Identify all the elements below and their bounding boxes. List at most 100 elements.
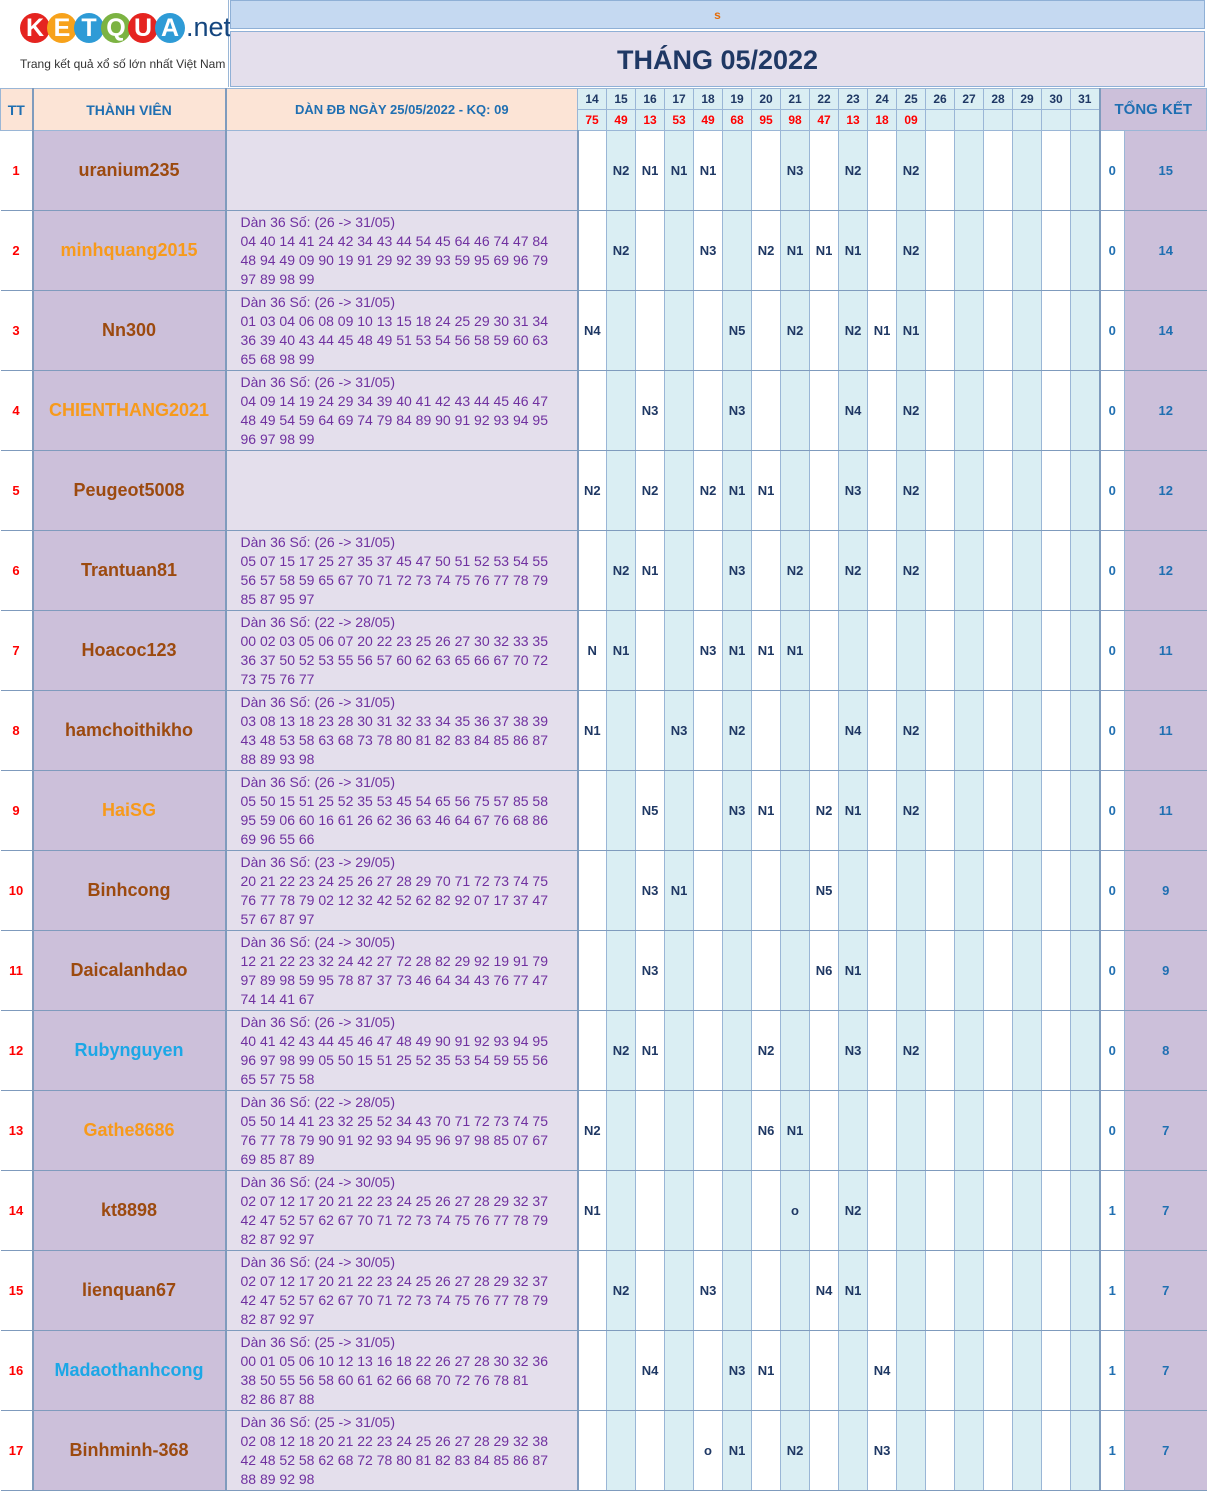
row-total: 8 xyxy=(1124,1010,1207,1091)
day-mark: N1 xyxy=(896,290,926,371)
day-mark: N1 xyxy=(664,850,694,931)
day-mark xyxy=(983,610,1013,691)
day-mark xyxy=(838,1090,868,1171)
day-mark: N3 xyxy=(722,370,752,451)
day-mark xyxy=(1012,530,1042,611)
day-mark xyxy=(867,1170,897,1251)
dan-numbers-line: 02 07 12 17 20 21 22 23 24 25 26 27 28 2… xyxy=(240,1272,549,1289)
member-name[interactable]: minhquang2015 xyxy=(32,210,227,291)
day-mark xyxy=(693,1090,723,1171)
dan-numbers-line: 97 89 98 99 xyxy=(240,270,315,287)
day-mark: N3 xyxy=(838,1010,868,1091)
dan-numbers-line: 00 02 03 05 06 07 20 22 23 25 26 27 30 3… xyxy=(240,632,549,649)
member-name[interactable]: Nn300 xyxy=(32,290,227,371)
day-mark xyxy=(664,930,694,1011)
day-mark: N2 xyxy=(606,530,636,611)
row-total: 9 xyxy=(1124,930,1207,1011)
member-name[interactable]: HaiSG xyxy=(32,770,227,851)
day-mark xyxy=(925,1170,955,1251)
day-mark xyxy=(780,450,810,531)
day-mark xyxy=(1041,530,1071,611)
day-mark: N3 xyxy=(867,1410,897,1491)
dan-heading: Dàn 36 Số: (26 -> 31/05) xyxy=(240,773,396,790)
row-number: 15 xyxy=(0,1250,34,1331)
member-row: 17 Binhminh-368 Dàn 36 Số: (25 -> 31/05) 02… xyxy=(0,1410,1207,1491)
member-dan: Dàn 36 Số: (22 -> 28/05) 05 50 14 41 23 3… xyxy=(225,1090,579,1171)
logo-wordmark: K E T Q U A .net xyxy=(20,12,231,43)
ketqua-logo[interactable]: K E T Q U A .net Trang kết quả xổ số lớn… xyxy=(0,0,231,87)
dan-heading: Dàn 36 Số: (24 -> 30/05) xyxy=(240,933,396,950)
day-mark xyxy=(577,770,607,851)
day-mark xyxy=(1070,1010,1100,1091)
logo-letter-q: Q xyxy=(101,12,131,43)
day-mark xyxy=(664,610,694,691)
header-row-results: 75 49 13 53 49 68 95 98 47 13 18 09 xyxy=(1,109,1207,131)
dan-heading: Dàn 36 Số: (26 -> 31/05) xyxy=(240,693,396,710)
day-mark: N3 xyxy=(693,1250,723,1331)
day-header: 26 xyxy=(925,88,955,110)
day-mark xyxy=(954,1170,984,1251)
member-name[interactable]: Trantuan81 xyxy=(32,530,227,611)
day-mark xyxy=(751,930,781,1011)
member-name[interactable]: hamchoithikho xyxy=(32,690,227,771)
day-mark xyxy=(1012,770,1042,851)
member-name[interactable]: Peugeot5008 xyxy=(32,450,227,531)
member-dan: Dàn 36 Số: (22 -> 28/05) 00 02 03 05 06 0… xyxy=(225,610,579,691)
member-name[interactable]: Binhcong xyxy=(32,850,227,931)
day-mark xyxy=(693,690,723,771)
day-mark xyxy=(983,530,1013,611)
dan-numbers-line: 42 47 52 57 62 67 70 71 72 73 74 75 76 7… xyxy=(240,1211,549,1228)
day-mark xyxy=(722,1010,752,1091)
day-mark xyxy=(925,930,955,1011)
day-mark xyxy=(954,1010,984,1091)
member-name[interactable]: lienquan67 xyxy=(32,1250,227,1331)
day-result: 18 xyxy=(867,109,897,131)
row-count: 0 xyxy=(1098,130,1125,211)
day-mark xyxy=(954,530,984,611)
member-name[interactable]: kt8898 xyxy=(32,1170,227,1251)
member-name[interactable]: Hoacoc123 xyxy=(32,610,227,691)
member-name[interactable]: uranium235 xyxy=(32,130,227,211)
member-dan: Dàn 36 Số: (24 -> 30/05) 12 21 22 23 32 2… xyxy=(225,930,579,1011)
member-name[interactable]: Binhminh-368 xyxy=(32,1410,227,1491)
day-mark: N1 xyxy=(722,1410,752,1491)
day-mark xyxy=(1041,1250,1071,1331)
day-mark xyxy=(1012,850,1042,931)
dan-numbers-line: 05 50 14 41 23 32 25 52 34 43 70 71 72 7… xyxy=(240,1112,549,1129)
day-mark xyxy=(635,1410,665,1491)
day-mark xyxy=(606,690,636,771)
day-mark xyxy=(1070,370,1100,451)
day-mark xyxy=(925,1090,955,1171)
day-mark xyxy=(983,690,1013,771)
dan-heading: Dàn 36 Số: (22 -> 28/05) xyxy=(240,613,396,630)
day-mark xyxy=(664,210,694,291)
header-total: TỔNG KẾT xyxy=(1098,88,1207,131)
member-name[interactable]: Rubynguyen xyxy=(32,1010,227,1091)
day-mark xyxy=(1012,610,1042,691)
day-mark: N3 xyxy=(780,130,810,211)
row-total: 7 xyxy=(1124,1250,1207,1331)
day-mark: o xyxy=(780,1170,810,1251)
day-mark: N2 xyxy=(606,210,636,291)
day-mark xyxy=(1012,690,1042,771)
member-name[interactable]: Daicalanhdao xyxy=(32,930,227,1011)
day-mark xyxy=(1012,1010,1042,1091)
day-mark xyxy=(577,1410,607,1491)
day-mark xyxy=(780,770,810,851)
day-mark xyxy=(693,290,723,371)
member-name[interactable]: Gathe8686 xyxy=(32,1090,227,1171)
day-result: 13 xyxy=(838,109,868,131)
dan-numbers-line: 96 97 98 99 xyxy=(240,430,315,447)
day-mark xyxy=(1012,1170,1042,1251)
day-mark xyxy=(954,370,984,451)
row-number: 17 xyxy=(0,1410,34,1491)
day-mark xyxy=(867,1090,897,1171)
day-mark xyxy=(809,1170,839,1251)
member-name[interactable]: Madaothanhcong xyxy=(32,1330,227,1411)
day-mark: N4 xyxy=(577,290,607,371)
member-name[interactable]: CHIENTHANG2021 xyxy=(32,370,227,451)
day-mark: N2 xyxy=(896,690,926,771)
day-mark: N2 xyxy=(780,1410,810,1491)
day-mark xyxy=(896,1250,926,1331)
day-mark xyxy=(693,370,723,451)
